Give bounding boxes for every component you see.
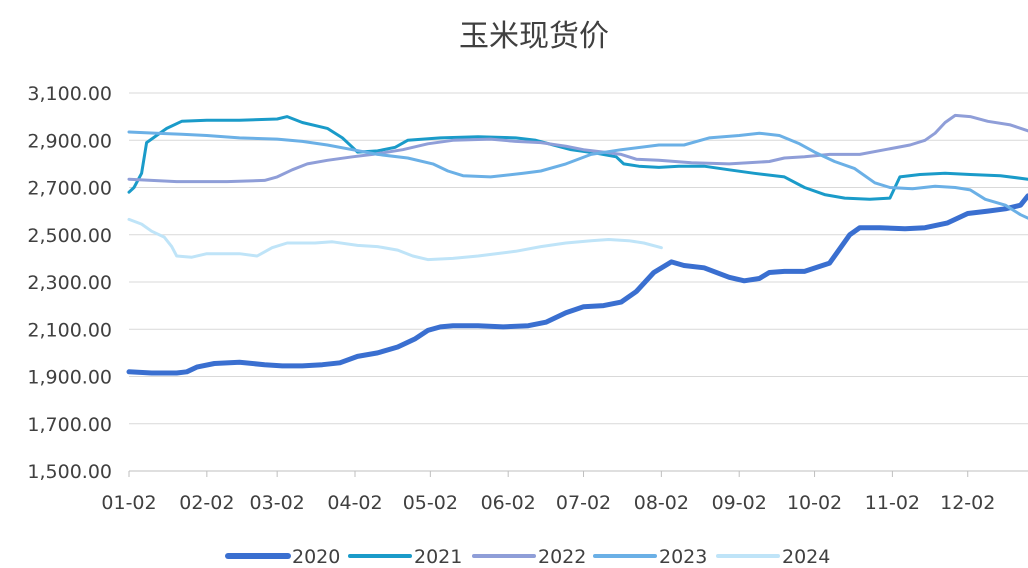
legend-label-2021: 2021 bbox=[414, 546, 462, 568]
x-tick-label: 05-02 bbox=[403, 492, 458, 514]
series-line-2020 bbox=[126, 193, 1028, 376]
x-tick-label: 07-02 bbox=[556, 492, 611, 514]
series-lines bbox=[126, 113, 1028, 376]
x-tick-label: 11-02 bbox=[865, 492, 920, 514]
legend-label-2022: 2022 bbox=[538, 546, 586, 568]
y-tick-label: 2,900.00 bbox=[27, 130, 112, 152]
x-tick-label: 06-02 bbox=[481, 492, 536, 514]
y-tick-label: 3,100.00 bbox=[27, 83, 112, 105]
chart-title: 玉米现货价 bbox=[459, 19, 609, 54]
legend-label-2020: 2020 bbox=[292, 546, 340, 568]
x-tick-label: 04-02 bbox=[327, 492, 382, 514]
y-tick-label: 2,300.00 bbox=[27, 272, 112, 294]
y-tick-label: 2,700.00 bbox=[27, 178, 112, 200]
series-line-2022 bbox=[127, 113, 1028, 184]
x-tick-label: 08-02 bbox=[634, 492, 689, 514]
legend: 2020 2021 2022 2023 2024 bbox=[225, 546, 830, 568]
y-tick-label: 1,700.00 bbox=[27, 414, 112, 436]
x-tick-label: 02-02 bbox=[179, 492, 234, 514]
x-tick-label: 03-02 bbox=[250, 492, 305, 514]
x-tick-label: 09-02 bbox=[712, 492, 767, 514]
x-tick-label: 12-02 bbox=[940, 492, 995, 514]
y-tick-label: 2,100.00 bbox=[27, 319, 112, 341]
y-axis-ticks: 3,100.00 2,900.00 2,700.00 2,500.00 2,300.00… bbox=[27, 83, 112, 483]
x-tick-label: 10-02 bbox=[787, 492, 842, 514]
y-tick-label: 2,500.00 bbox=[27, 225, 112, 247]
y-tick-label: 1,900.00 bbox=[27, 367, 112, 389]
series-line-2023 bbox=[127, 130, 1028, 220]
x-axis: 01-02 02-02 03-02 04-02 05-02 06-02 07-02 08-02… bbox=[101, 470, 1028, 514]
legend-label-2023: 2023 bbox=[659, 546, 707, 568]
y-tick-label: 1,500.00 bbox=[27, 461, 112, 483]
x-tick-label: 01-02 bbox=[101, 492, 156, 514]
legend-label-2024: 2024 bbox=[782, 546, 830, 568]
series-line-2024 bbox=[127, 217, 663, 262]
